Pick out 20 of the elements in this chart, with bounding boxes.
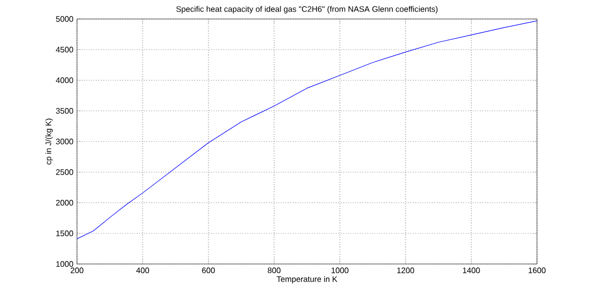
x-tick-label: 800 bbox=[268, 268, 281, 274]
y-tick-label: 2500 bbox=[56, 169, 74, 175]
chart-title: Specific heat capacity of ideal gas "C2H6" (from NASA Glenn coefficients) bbox=[176, 6, 438, 14]
y-tick-label: 4500 bbox=[56, 46, 74, 52]
y-tick-label: 2000 bbox=[56, 200, 74, 206]
y-tick-label: 3000 bbox=[56, 138, 74, 144]
y-tick-label: 5000 bbox=[56, 16, 74, 22]
y-axis-title: cp in J/(kg K) bbox=[45, 118, 53, 164]
x-tick-label: 600 bbox=[202, 268, 215, 274]
y-tick-label: 1000 bbox=[56, 261, 74, 267]
y-tick-label: 3500 bbox=[56, 108, 74, 114]
x-axis-title: Temperature in K bbox=[276, 276, 338, 284]
x-tick-label: 1000 bbox=[332, 268, 348, 274]
x-tick-label: 400 bbox=[136, 268, 150, 274]
y-tick-label: 4000 bbox=[56, 77, 74, 84]
x-tick-label: 1400 bbox=[462, 268, 480, 274]
x-tick-label: 200 bbox=[70, 268, 84, 274]
x-tick-label: 1600 bbox=[528, 268, 546, 274]
x-tick-label: 1200 bbox=[397, 268, 414, 274]
y-tick-label: 1500 bbox=[56, 230, 74, 236]
